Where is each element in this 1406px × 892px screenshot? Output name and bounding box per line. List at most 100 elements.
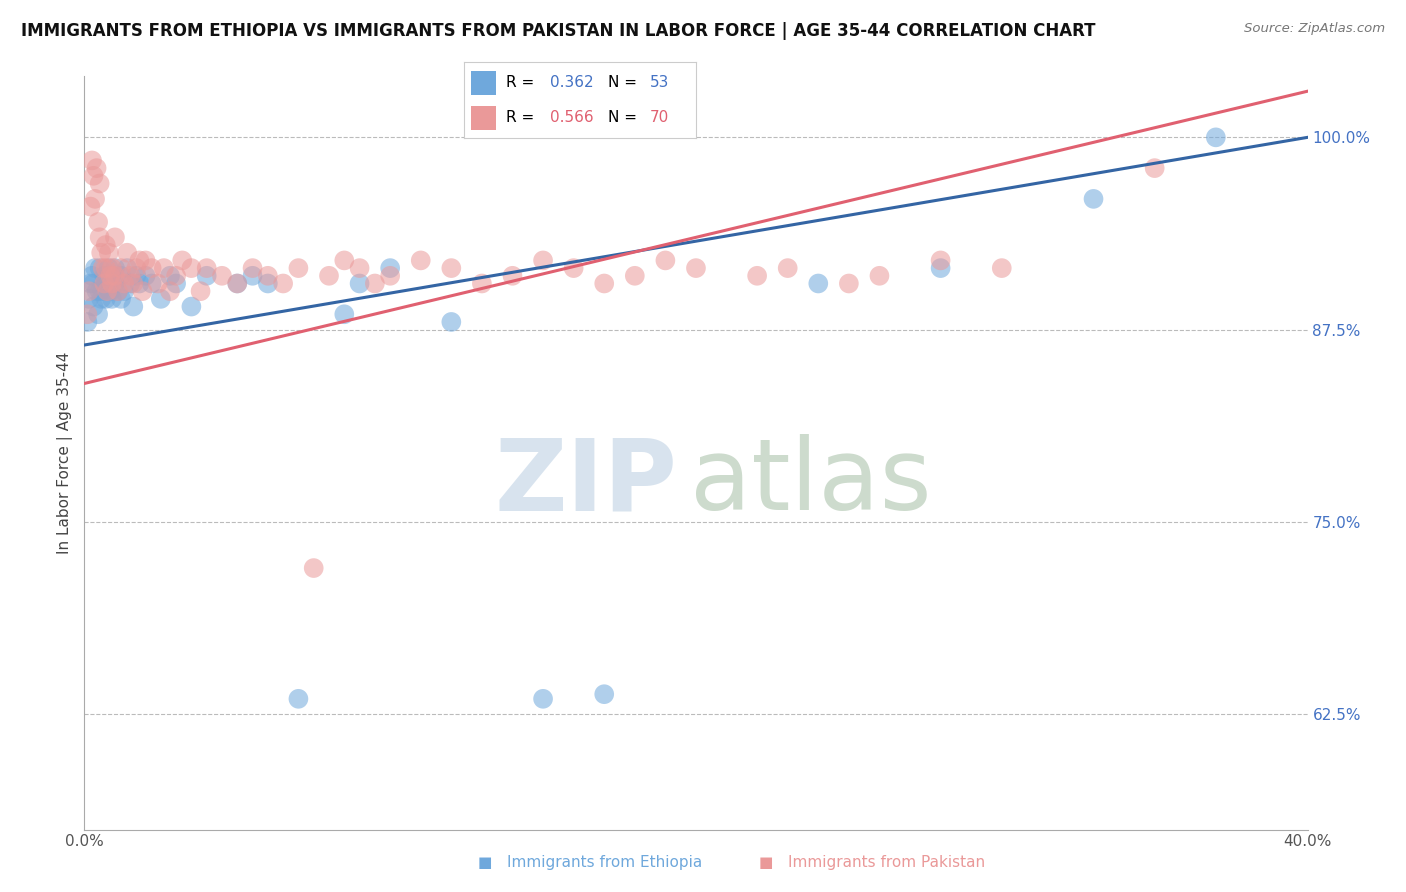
Point [242, 268, 264, 283]
Point [112, 277, 135, 291]
Point [685, 261, 707, 276]
Point [80, 153, 103, 168]
Point [115, 261, 138, 276]
Point [1205, 130, 1227, 145]
Point [149, 292, 172, 306]
Point [242, 261, 264, 276]
Point [195, 261, 218, 276]
Point [104, 268, 127, 283]
Point [77, 284, 100, 298]
Point [624, 268, 647, 283]
Point [302, 561, 325, 575]
Point [104, 261, 127, 276]
Point [440, 261, 463, 276]
Point [94, 238, 117, 252]
Point [93, 277, 115, 291]
Point [747, 268, 769, 283]
Point [89, 284, 111, 298]
Point [96, 284, 118, 298]
Point [131, 284, 153, 298]
Point [83, 169, 105, 183]
Point [153, 261, 176, 276]
Point [531, 253, 554, 268]
Point [141, 277, 163, 291]
Point [112, 284, 135, 298]
Point [128, 253, 150, 268]
Point [502, 268, 524, 283]
Point [287, 691, 309, 706]
Point [104, 277, 127, 291]
Point [89, 261, 111, 276]
Point [929, 261, 952, 276]
Point [83, 300, 105, 314]
Point [110, 268, 132, 283]
Text: IMMIGRANTS FROM ETHIOPIA VS IMMIGRANTS FROM PAKISTAN IN LABOR FORCE | AGE 35-44 : IMMIGRANTS FROM ETHIOPIA VS IMMIGRANTS F… [21, 22, 1095, 40]
Point [471, 277, 494, 291]
Point [79, 200, 101, 214]
Point [98, 268, 121, 283]
Point [226, 277, 249, 291]
Text: N =: N = [607, 111, 641, 125]
Point [349, 277, 371, 291]
Point [125, 268, 148, 283]
Point [1083, 192, 1105, 206]
Text: ■   Immigrants from Ethiopia: ■ Immigrants from Ethiopia [478, 855, 702, 870]
Text: 53: 53 [650, 76, 669, 90]
Point [287, 261, 309, 276]
Point [531, 691, 554, 706]
Point [172, 253, 194, 268]
Point [593, 687, 616, 701]
Point [120, 268, 142, 283]
Point [807, 277, 830, 291]
Point [593, 277, 616, 291]
Point [91, 261, 114, 276]
Point [101, 268, 124, 283]
Point [80, 268, 103, 283]
Text: 0.566: 0.566 [550, 111, 593, 125]
Point [84, 192, 107, 206]
Point [211, 268, 233, 283]
Text: R =: R = [506, 76, 538, 90]
Text: Source: ZipAtlas.com: Source: ZipAtlas.com [1244, 22, 1385, 36]
Point [135, 253, 157, 268]
Point [165, 268, 187, 283]
Point [562, 261, 585, 276]
Y-axis label: In Labor Force | Age 35-44: In Labor Force | Age 35-44 [58, 351, 73, 554]
Point [226, 277, 249, 291]
Point [101, 277, 124, 291]
Point [115, 245, 138, 260]
Point [90, 292, 112, 306]
Point [257, 277, 280, 291]
Point [91, 284, 114, 298]
Point [94, 292, 117, 306]
Point [120, 277, 142, 291]
Point [93, 268, 115, 283]
Point [84, 261, 107, 276]
Text: 0.362: 0.362 [550, 76, 593, 90]
Point [98, 284, 121, 298]
Point [101, 292, 124, 306]
Point [87, 307, 110, 321]
Point [364, 277, 387, 291]
Point [97, 261, 120, 276]
Point [107, 284, 129, 298]
Point [180, 261, 202, 276]
FancyBboxPatch shape [471, 70, 496, 95]
Point [869, 268, 891, 283]
Point [146, 277, 169, 291]
Text: R =: R = [506, 111, 538, 125]
Point [380, 268, 402, 283]
Point [141, 261, 163, 276]
Point [838, 277, 860, 291]
Point [76, 315, 98, 329]
Point [79, 277, 101, 291]
Point [101, 261, 124, 276]
Point [97, 245, 120, 260]
Point [271, 277, 294, 291]
Text: ZIP: ZIP [495, 434, 678, 532]
Point [165, 277, 187, 291]
Point [77, 292, 100, 306]
Point [125, 261, 148, 276]
Point [929, 253, 952, 268]
Point [195, 268, 218, 283]
